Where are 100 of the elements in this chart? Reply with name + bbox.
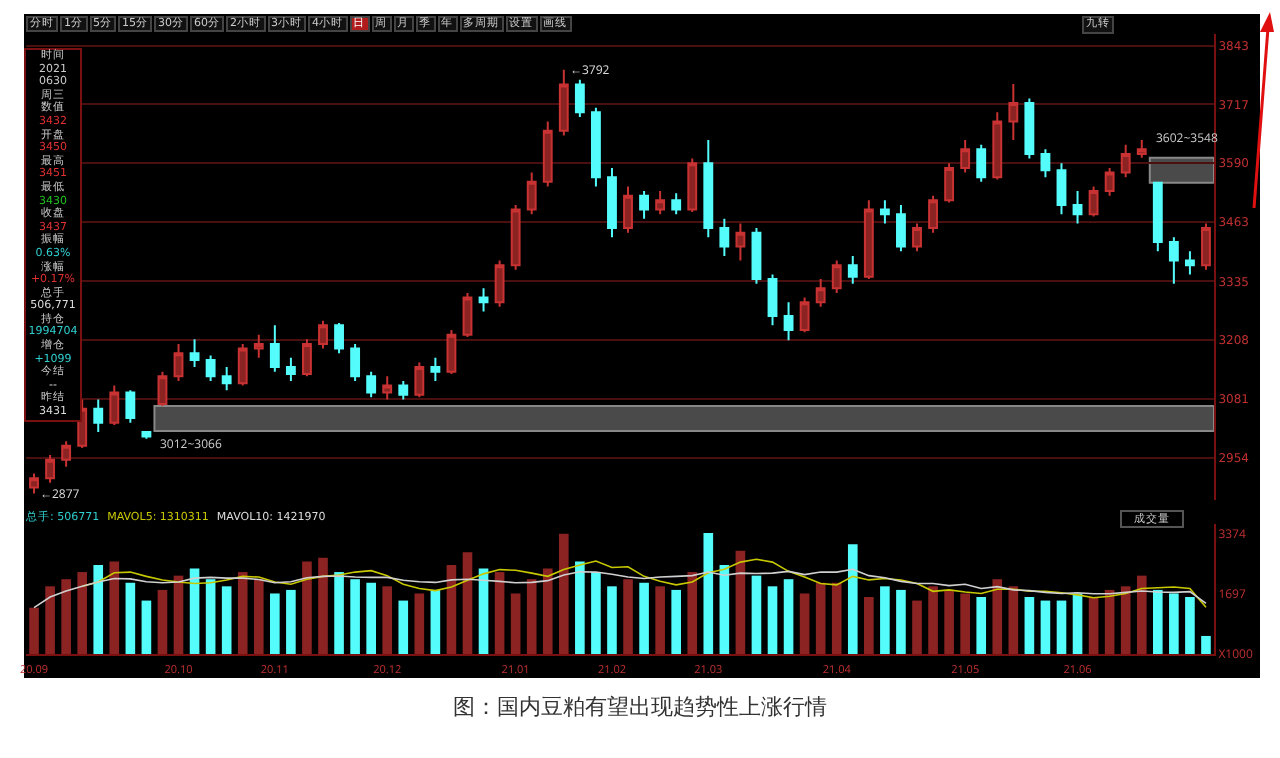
candlestick [607, 166, 617, 239]
candlestick [125, 389, 136, 424]
candlestick [269, 324, 280, 373]
candlestick [831, 259, 842, 294]
bar [173, 575, 184, 654]
candlestick [1104, 166, 1115, 197]
bar [542, 568, 553, 654]
candlestick [189, 338, 200, 369]
bar [270, 593, 280, 654]
candlestick [382, 375, 393, 401]
bar [1072, 593, 1083, 654]
candlestick [366, 370, 377, 399]
bar [912, 600, 922, 654]
bar [1008, 586, 1019, 654]
candlestick [478, 287, 489, 313]
candlestick [430, 356, 441, 382]
candlestick [318, 319, 328, 350]
candlestick [93, 398, 104, 433]
bar [1120, 586, 1131, 654]
candlestick [799, 296, 810, 334]
text: 图：国内豆粕有望出现趋势性上涨行情 [451, 692, 829, 722]
bar [77, 572, 87, 654]
bar [864, 597, 874, 654]
candlestick [1024, 97, 1035, 160]
candlestick [542, 120, 553, 188]
bar [1088, 597, 1099, 654]
bar [703, 532, 714, 654]
candlestick [510, 203, 521, 271]
candlestick [558, 68, 569, 137]
bar [253, 579, 264, 654]
candlestick [574, 78, 585, 118]
bar [61, 579, 71, 654]
bar [141, 600, 152, 654]
bar [221, 586, 232, 654]
candlestick [253, 333, 264, 359]
candlestick [767, 273, 778, 327]
candlestick [687, 157, 698, 213]
candlestick [655, 190, 666, 216]
bar [1024, 597, 1035, 654]
candlestick [1008, 83, 1019, 142]
candlestick [912, 222, 922, 253]
candlestick [1168, 236, 1179, 285]
bar [494, 572, 505, 654]
bar [960, 593, 970, 654]
candlestick [61, 440, 72, 468]
bar [831, 582, 842, 654]
bar [559, 533, 569, 654]
line-series [33, 568, 1207, 609]
bar [366, 582, 376, 654]
bar [350, 579, 360, 654]
bar [1040, 600, 1051, 654]
bar [847, 544, 858, 654]
bar [189, 568, 200, 654]
bar [462, 552, 473, 654]
bar [302, 561, 312, 654]
bar [944, 589, 954, 654]
bar [1169, 593, 1179, 654]
candlestick [639, 190, 650, 220]
bar [815, 582, 826, 654]
candlestick [751, 227, 762, 285]
bar [1201, 635, 1211, 654]
candlestick [992, 111, 1003, 181]
candlestick [1152, 181, 1163, 253]
bar [125, 582, 136, 654]
bar [719, 564, 730, 654]
bar [414, 593, 425, 654]
candlestick [446, 329, 457, 375]
candlestick [237, 342, 248, 387]
bar [318, 557, 328, 654]
candlestick [173, 342, 184, 382]
bar [109, 561, 120, 654]
bar [286, 589, 296, 654]
bar [205, 579, 216, 654]
candlestick [976, 143, 987, 183]
bar [1185, 597, 1195, 654]
candlestick [1184, 250, 1195, 276]
bar [751, 575, 762, 654]
candlestick [1136, 139, 1147, 159]
bar [29, 607, 39, 654]
candlestick [863, 199, 874, 281]
bar [783, 579, 794, 654]
candlestick [671, 192, 682, 216]
bar [398, 600, 409, 654]
bar [767, 586, 778, 654]
candlestick [350, 342, 361, 382]
bar [446, 564, 457, 654]
bar [655, 586, 665, 654]
bar [237, 572, 248, 654]
candlestick [879, 199, 890, 225]
bar [976, 597, 987, 654]
candlestick [590, 106, 601, 188]
bar [430, 589, 441, 654]
bar [1056, 600, 1067, 654]
bar [928, 586, 938, 654]
bar [510, 593, 521, 654]
bar [607, 586, 617, 654]
bar [992, 579, 1003, 654]
bar [334, 572, 344, 654]
candlestick [334, 322, 344, 355]
bar [575, 561, 585, 654]
